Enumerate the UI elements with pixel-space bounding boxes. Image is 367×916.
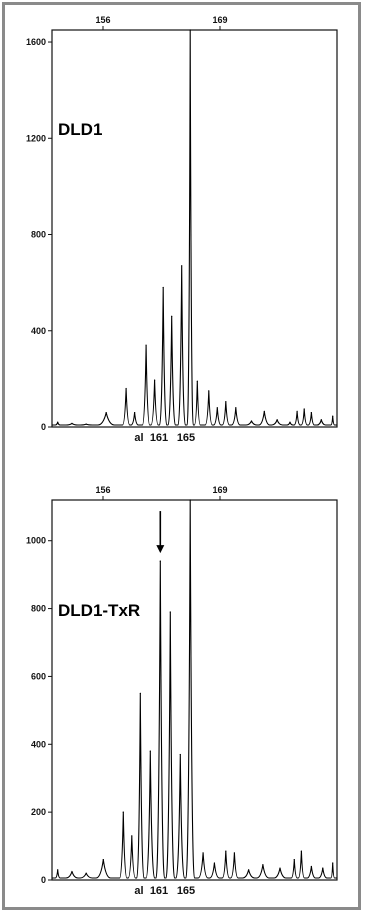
peak-point	[216, 407, 218, 409]
peak-point	[131, 835, 133, 837]
arrow-head	[156, 545, 165, 554]
y-tick-label: 400	[31, 326, 46, 336]
peak-point	[159, 560, 161, 562]
peak-point	[134, 411, 136, 414]
peak-point	[322, 867, 324, 869]
peak-point	[139, 692, 141, 694]
top-tick-label: 156	[95, 485, 110, 495]
peak-point	[225, 850, 227, 852]
top-tick-label: 156	[95, 15, 110, 25]
peak-point	[248, 869, 250, 871]
y-tick-label: 600	[31, 671, 46, 681]
bottom-label: 165	[177, 885, 195, 897]
peak-point	[263, 410, 265, 412]
top-tick-label: 169	[212, 485, 227, 495]
peak-point	[57, 869, 59, 871]
peak-point	[213, 862, 216, 864]
peak-point	[122, 811, 124, 813]
peak-point	[279, 867, 281, 869]
y-tick-label: 800	[31, 604, 46, 614]
y-tick-label: 0	[41, 875, 46, 885]
peak-point	[262, 864, 264, 866]
peak-point	[332, 415, 334, 417]
peak-point	[303, 408, 305, 410]
y-tick-label: 0	[41, 422, 46, 432]
peak-point	[310, 411, 312, 414]
peak-point	[293, 859, 295, 861]
peak-point	[162, 286, 164, 289]
peak-point	[233, 852, 235, 854]
top-tick-label: 169	[212, 15, 227, 25]
peak-point	[225, 401, 227, 403]
peak-point	[332, 862, 334, 864]
y-tick-label: 200	[31, 807, 46, 817]
panel-title: DLD1-TxR	[58, 601, 140, 620]
y-tick-label: 1600	[26, 37, 46, 47]
figure-frame	[2, 2, 361, 910]
y-tick-label: 1200	[26, 133, 46, 143]
peak-point	[179, 753, 181, 756]
peak-point	[125, 387, 127, 390]
peak-point	[196, 380, 198, 382]
y-tick-label: 400	[31, 739, 46, 749]
plot-area	[51, 499, 338, 881]
bottom-label: al	[134, 432, 143, 444]
y-tick-label: 800	[31, 230, 46, 240]
peak-point	[296, 410, 298, 412]
peak-point	[105, 411, 107, 414]
peak-point	[149, 750, 151, 752]
peak-point	[145, 344, 147, 346]
panel-dld1-txr: 156 169 0 200 400 600 800 1000 DLD1-TxR al 161 165	[26, 485, 338, 897]
y-tick-label: 1000	[26, 536, 46, 546]
peak-point	[71, 870, 73, 873]
panel-dld1: 156 169 0 400 800 1200 1600 DLD1 al 161 165	[26, 15, 338, 444]
peak-point	[276, 419, 278, 421]
peak-point	[102, 859, 104, 861]
peak-point	[154, 379, 156, 381]
peak-point	[310, 865, 312, 868]
peak-point	[320, 419, 322, 421]
bottom-label: 161	[150, 885, 168, 897]
plot-area	[51, 29, 338, 428]
panel-title: DLD1	[58, 120, 102, 139]
peak-point	[85, 423, 87, 425]
bottom-label: al	[134, 885, 143, 897]
peak-point	[235, 407, 237, 409]
peak-point	[85, 872, 87, 874]
peak-point	[250, 420, 253, 422]
peak-point	[181, 265, 183, 267]
trace-line	[52, 499, 337, 879]
bottom-label: 165	[177, 432, 195, 444]
peak-point	[71, 422, 73, 424]
trace-line	[52, 29, 337, 426]
peak-point	[208, 390, 210, 392]
peak-point	[189, 499, 191, 501]
peak-point	[202, 852, 204, 854]
peak-point	[169, 611, 171, 613]
peak-point	[300, 850, 302, 852]
peak-point	[57, 421, 59, 423]
bottom-label: 161	[150, 432, 168, 444]
peak-point	[189, 29, 191, 31]
peak-point	[171, 315, 173, 317]
peak-point	[289, 421, 291, 423]
